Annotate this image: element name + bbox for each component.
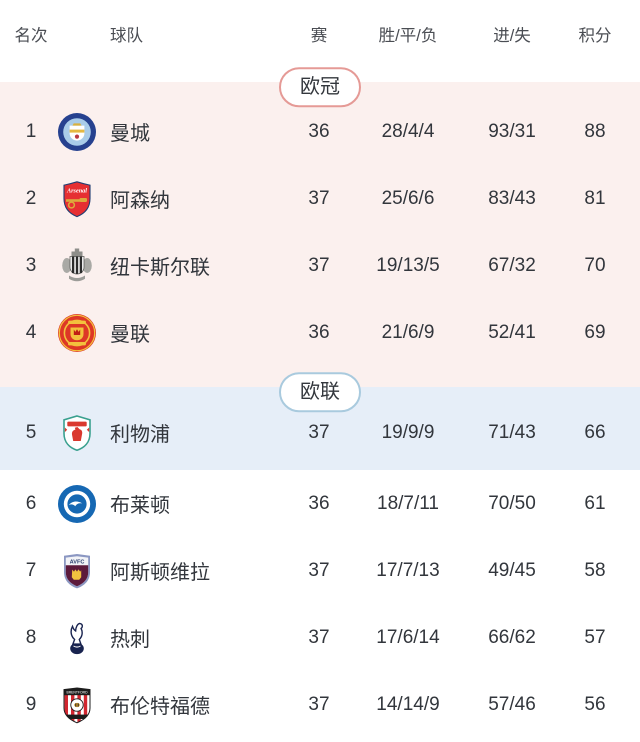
played-cell: 37 <box>308 559 330 581</box>
goals-cell: 93/31 <box>488 120 536 142</box>
table-row[interactable]: 7 AVFC 阿斯顿维拉 37 17/7/13 49/45 58 <box>0 537 640 604</box>
points-cell: 66 <box>584 421 606 443</box>
section-rest: 6 布莱顿 36 18/7/11 70/50 61 7 AVFC 阿斯顿维拉 37 17/7/13 4… <box>0 470 640 738</box>
rank-cell: 3 <box>25 254 37 276</box>
team-name: 热刺 <box>110 629 150 651</box>
played-cell: 37 <box>308 693 330 715</box>
points-cell: 57 <box>584 626 606 648</box>
header-points: 积分 <box>578 27 612 45</box>
record-cell: 28/4/4 <box>381 120 435 142</box>
liverpool-crest-icon <box>54 413 100 453</box>
tottenham-crest-icon <box>54 618 100 658</box>
rank-cell: 6 <box>25 492 37 514</box>
table-header: 名次 球队 赛 胜/平/负 进/失 积分 <box>0 0 640 82</box>
team-name: 布伦特福德 <box>110 696 210 718</box>
newcastle-united-crest-icon <box>54 246 100 286</box>
team-name: 曼联 <box>110 324 150 346</box>
section-badge-uel: 欧联 <box>279 372 361 413</box>
team-name: 布莱顿 <box>110 495 170 517</box>
goals-cell: 66/62 <box>488 626 536 648</box>
rank-cell: 7 <box>25 559 37 581</box>
record-cell: 19/9/9 <box>381 421 435 443</box>
points-cell: 70 <box>584 254 606 276</box>
played-cell: 37 <box>308 254 330 276</box>
manchester-united-crest-icon <box>54 313 100 353</box>
section-ucl: 欧冠 1 曼城 36 28/4/4 93/31 88 2 Arsenal 阿森纳 37 25/6/6 8… <box>0 67 640 387</box>
header-team: 球队 <box>110 27 143 45</box>
goals-cell: 52/41 <box>488 321 536 343</box>
table-row[interactable]: 1 曼城 36 28/4/4 93/31 88 <box>0 98 640 165</box>
goals-cell: 71/43 <box>488 421 536 443</box>
points-cell: 58 <box>584 559 606 581</box>
rank-cell: 1 <box>25 120 37 142</box>
header-played: 赛 <box>310 27 328 45</box>
section-badge-ucl: 欧冠 <box>279 67 361 108</box>
table-body: 欧冠 1 曼城 36 28/4/4 93/31 88 2 Arsenal 阿森纳 37 25/6/6 8… <box>0 67 640 738</box>
played-cell: 37 <box>308 187 330 209</box>
svg-text:AVFC: AVFC <box>70 559 85 565</box>
points-cell: 88 <box>584 120 606 142</box>
record-cell: 17/7/13 <box>376 559 440 581</box>
record-cell: 14/14/9 <box>376 693 440 715</box>
brighton-crest-icon <box>54 484 100 524</box>
section-uel: 欧联 5 利物浦 37 19/9/9 71/43 66 <box>0 372 640 470</box>
team-name: 利物浦 <box>110 424 170 446</box>
table-row[interactable]: 9 BRENTFORD 布伦特福德 37 14/14/9 57/46 56 <box>0 671 640 738</box>
goals-cell: 67/32 <box>488 254 536 276</box>
goals-cell: 83/43 <box>488 187 536 209</box>
rank-cell: 2 <box>25 187 37 209</box>
svg-text:Arsenal: Arsenal <box>66 187 87 194</box>
table-row[interactable]: 5 利物浦 37 19/9/9 71/43 66 <box>0 399 640 466</box>
points-cell: 69 <box>584 321 606 343</box>
record-cell: 17/6/14 <box>376 626 440 648</box>
goals-cell: 49/45 <box>488 559 536 581</box>
table-row[interactable]: 4 曼联 36 21/6/9 52/41 69 <box>0 299 640 366</box>
team-name: 曼城 <box>110 123 150 145</box>
header-rank: 名次 <box>14 27 48 45</box>
aston-villa-crest-icon: AVFC <box>54 551 100 591</box>
brentford-crest-icon: BRENTFORD <box>54 685 100 725</box>
rank-cell: 5 <box>25 421 37 443</box>
manchester-city-crest-icon <box>54 112 100 152</box>
team-name: 阿森纳 <box>110 190 170 212</box>
header-record: 胜/平/负 <box>378 27 438 45</box>
table-row[interactable]: 2 Arsenal 阿森纳 37 25/6/6 83/43 81 <box>0 165 640 232</box>
team-name: 阿斯顿维拉 <box>110 562 210 584</box>
points-cell: 56 <box>584 693 606 715</box>
goals-cell: 70/50 <box>488 492 536 514</box>
table-row[interactable]: 3 纽卡斯尔联 37 19/13/5 67/32 70 <box>0 232 640 299</box>
played-cell: 36 <box>308 120 330 142</box>
table-row[interactable]: 8 热刺 37 17/6/14 66/62 57 <box>0 604 640 671</box>
record-cell: 19/13/5 <box>376 254 440 276</box>
svg-text:BRENTFORD: BRENTFORD <box>66 690 88 694</box>
table-row[interactable]: 6 布莱顿 36 18/7/11 70/50 61 <box>0 470 640 537</box>
played-cell: 37 <box>308 421 330 443</box>
rank-cell: 9 <box>25 693 37 715</box>
played-cell: 36 <box>308 321 330 343</box>
rank-cell: 8 <box>25 626 37 648</box>
header-goals: 进/失 <box>493 27 531 45</box>
played-cell: 36 <box>308 492 330 514</box>
rank-cell: 4 <box>25 321 37 343</box>
record-cell: 25/6/6 <box>381 187 435 209</box>
record-cell: 18/7/11 <box>377 492 439 514</box>
points-cell: 61 <box>584 492 606 514</box>
points-cell: 81 <box>584 187 606 209</box>
record-cell: 21/6/9 <box>381 321 435 343</box>
played-cell: 37 <box>308 626 330 648</box>
arsenal-crest-icon: Arsenal <box>54 179 100 219</box>
team-name: 纽卡斯尔联 <box>110 257 210 279</box>
goals-cell: 57/46 <box>488 693 536 715</box>
